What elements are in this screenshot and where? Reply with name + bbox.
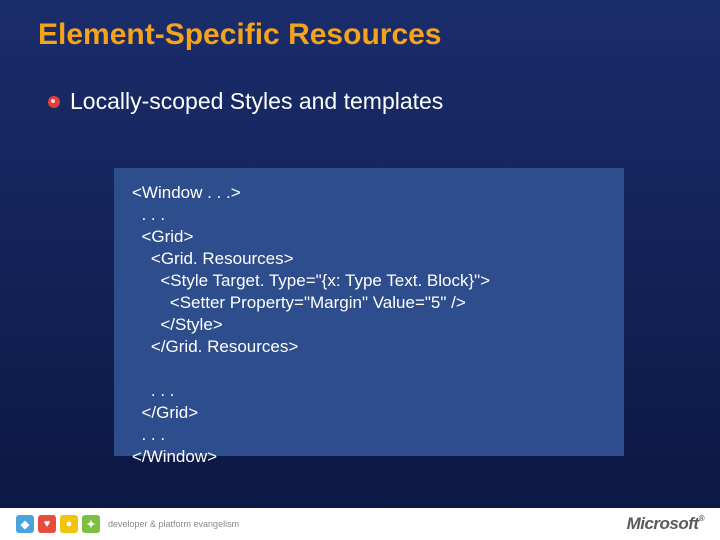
footer-badge-icon: ●	[60, 515, 78, 533]
footer-badge-icon: ♥	[38, 515, 56, 533]
slide-title: Element-Specific Resources	[38, 18, 442, 52]
footer-badge-icon: ✦	[82, 515, 100, 533]
bullet-item: Locally-scoped Styles and templates	[48, 88, 443, 115]
slide: Element-Specific Resources Locally-scope…	[0, 0, 720, 540]
bullet-list: Locally-scoped Styles and templates	[48, 88, 443, 115]
footer-tagline: developer & platform evangelism	[108, 519, 239, 529]
microsoft-logo: Microsoft®	[627, 514, 704, 534]
footer-bar: ◆♥●✦ developer & platform evangelism Mic…	[0, 508, 720, 540]
bullet-marker-icon	[48, 96, 60, 108]
bullet-text: Locally-scoped Styles and templates	[70, 88, 443, 115]
code-block: <Window . . .> . . . <Grid> <Grid. Resou…	[114, 168, 624, 456]
footer-badge-icon: ◆	[16, 515, 34, 533]
footer-badges: ◆♥●✦	[16, 515, 100, 533]
